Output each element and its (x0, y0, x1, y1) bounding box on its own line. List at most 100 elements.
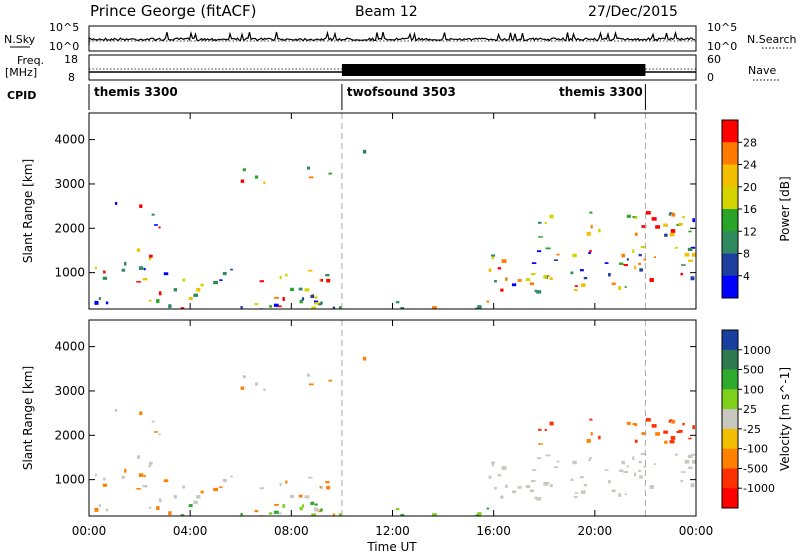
power-cell (691, 252, 696, 257)
power-cell (213, 280, 219, 285)
velocity-cell (259, 487, 265, 490)
velocity-cell (670, 436, 676, 440)
velocity-cell (149, 461, 153, 465)
colorbar-swatch (722, 389, 738, 410)
velocity-cell (536, 497, 542, 501)
velocity-cell (290, 494, 295, 499)
ytick-label: 3000 (54, 384, 85, 398)
freq-tick-bottom: 8 (68, 71, 75, 84)
velocity-cell (282, 504, 285, 508)
velocity-cell (623, 471, 628, 474)
velocity-cell (307, 476, 313, 479)
velocity-cell (598, 435, 601, 440)
velocity-cell (98, 504, 101, 507)
velocity-cell (103, 477, 106, 481)
velocity-cell (274, 503, 279, 506)
power-cell (311, 306, 317, 309)
power-cell (168, 304, 172, 309)
velocity-cell (158, 498, 162, 503)
velocity-cell (94, 473, 97, 477)
colorbar-swatch (722, 409, 738, 430)
power-cell (583, 277, 588, 280)
power-cell (274, 296, 279, 299)
velocity-cell (668, 420, 671, 423)
velocity-cell (687, 454, 693, 459)
freq-tick-top: 18 (64, 53, 78, 66)
velocity-cell (678, 429, 683, 433)
velocity-cell (572, 460, 577, 465)
power-cell (136, 248, 141, 252)
colorbar-tick-label: 8 (743, 248, 750, 261)
power-cell (608, 272, 611, 277)
velocity-cell (691, 459, 696, 464)
colorbar-tick-label: 100 (743, 383, 764, 396)
power-cell (188, 297, 193, 301)
colorbar-swatch (722, 231, 738, 254)
ytick-label: 2000 (54, 428, 85, 442)
velocity-cell (279, 482, 282, 487)
colorbar-tick-label: 500 (743, 364, 764, 377)
velocity-cell (543, 482, 547, 486)
velocity-cell (254, 382, 259, 386)
velocity-cell (168, 511, 172, 516)
noise-sky-line (88, 30, 696, 45)
colorbar-swatch (722, 349, 738, 371)
power-cell (143, 267, 146, 271)
power-cell (124, 261, 127, 266)
velocity-cell (475, 514, 479, 516)
power-cell (156, 299, 160, 304)
velocity-cell (640, 453, 646, 456)
velocity-cell (611, 489, 616, 493)
velocity-cell (664, 440, 668, 444)
power-cell (624, 286, 627, 288)
velocity-cell (639, 475, 643, 479)
velocity-cell (626, 421, 631, 425)
velocity-cell (320, 508, 323, 512)
velocity-cell (663, 430, 668, 434)
velocity-cell (395, 508, 400, 511)
power-yaxis: 1000 2000 3000 4000 (54, 133, 696, 280)
velocity-cell (531, 469, 537, 472)
power-cell (259, 280, 265, 283)
power-cell (531, 262, 537, 265)
velocity-cell (573, 496, 578, 499)
colorbar-swatch (722, 164, 738, 188)
velocity-cell (684, 459, 690, 464)
power-cell (525, 278, 531, 282)
cpid-segments: themis 3300 twofsound 3503 themis 3300 (94, 84, 646, 110)
nsearch-tick-bottom: 10^0 (707, 40, 737, 53)
power-cell (639, 268, 643, 272)
noise-trace (88, 30, 696, 45)
power-cell (588, 252, 591, 255)
power-cell (543, 275, 547, 279)
beam-label: Beam 12 (355, 4, 418, 20)
power-cell (254, 303, 259, 306)
velocity-cell (655, 432, 661, 436)
power-cell (325, 274, 330, 277)
power-cell (580, 283, 586, 287)
velocity-cell (318, 509, 322, 513)
velocity-cell (311, 501, 315, 503)
power-cell (332, 306, 336, 309)
velocity-cell (570, 478, 574, 482)
velocity-cell (536, 457, 542, 460)
velocity-cell (143, 474, 146, 478)
power-cell (690, 276, 695, 281)
velocity-cell (680, 471, 686, 473)
date-label: 27/Dec/2015 (588, 4, 678, 20)
power-cell (98, 297, 101, 300)
velocity-cell (114, 408, 118, 412)
power-cell (545, 247, 551, 250)
cpid-segment-label: twofsound 3503 (347, 85, 456, 99)
velocity-cell (142, 484, 148, 488)
power-cell (105, 301, 109, 305)
velocity-cell (151, 420, 155, 423)
power-cell (586, 231, 591, 236)
power-cell (477, 305, 482, 309)
velocity-cell (102, 483, 108, 487)
power-cell (688, 259, 693, 262)
velocity-cell (690, 483, 695, 488)
velocity-cell (618, 493, 621, 497)
power-cell (491, 254, 496, 257)
